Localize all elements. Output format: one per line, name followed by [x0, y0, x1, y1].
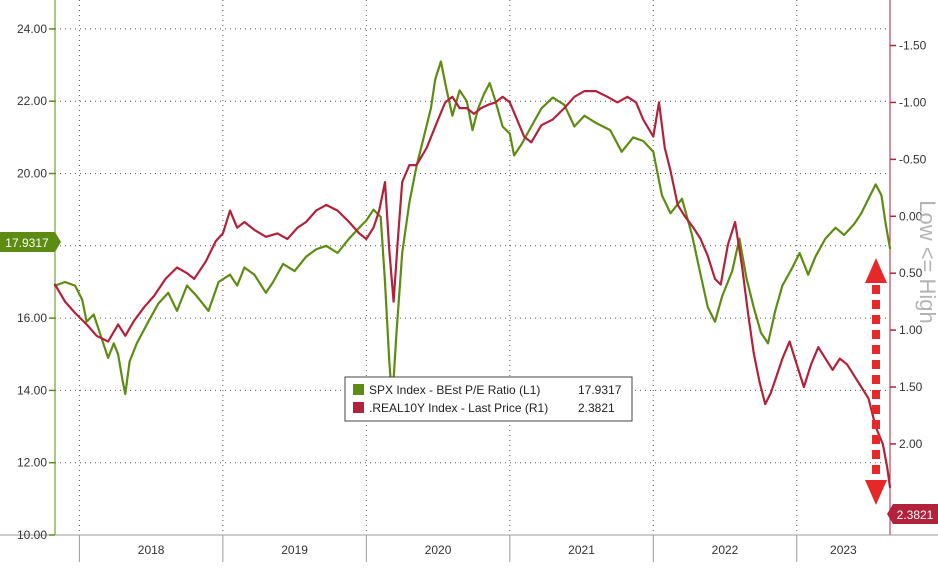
- axes: [0, 0, 938, 536]
- legend-swatch-pe: [353, 384, 364, 395]
- arrow-down-icon: [865, 480, 887, 505]
- arrow-up-icon: [865, 258, 887, 283]
- left-tick-label-0: 10.00: [17, 528, 47, 542]
- x-tick-label-1: 2019: [281, 543, 308, 557]
- gridlines: [55, 0, 890, 536]
- legend-value-real10y: 2.3821: [578, 401, 615, 415]
- x-tick-label-3: 2021: [568, 543, 595, 557]
- last-value-flag-pe: 17.9317: [0, 232, 61, 252]
- flag-pe-pointer: [55, 232, 61, 252]
- left-tick-label-6: 22.00: [17, 94, 47, 108]
- flag-real10y-bg: [893, 504, 938, 524]
- right-tick-label-0: -1.50: [899, 39, 927, 53]
- right-tick-label-7: 2.00: [899, 437, 923, 451]
- right-tick-label-6: 1.50: [899, 380, 923, 394]
- right-axis-annotation: Low <= High: [915, 200, 938, 324]
- right-tick-label-5: 1.00: [899, 323, 923, 337]
- left-tick-label-7: 24.00: [17, 22, 47, 36]
- left-tick-label-2: 14.00: [17, 383, 47, 397]
- legend-swatch-real10y: [353, 402, 364, 413]
- x-tick-label-2: 2020: [425, 543, 452, 557]
- right-tick-label-2: -0.50: [899, 152, 927, 166]
- left-tick-label-5: 20.00: [17, 167, 47, 181]
- right-axis-ticks: -1.50 -1.00 -0.50 0.00 0.50 1.00 1.50 2.00: [890, 39, 927, 451]
- flag-pe-bg: [0, 232, 55, 252]
- x-axis: 2018 2019 2020 2021 2022 2023: [78, 535, 857, 562]
- flag-real10y-pointer: [887, 504, 893, 524]
- series-lines: [53, 60, 892, 489]
- x-tick-label-4: 2022: [712, 543, 739, 557]
- flag-pe-value: 17.9317: [5, 236, 49, 250]
- x-tick-label-0: 2018: [138, 543, 165, 557]
- series-line-1: [53, 90, 892, 489]
- legend-label-pe: SPX Index - BEst P/E Ratio (L1): [369, 383, 540, 397]
- right-tick-label-3: 0.00: [899, 209, 923, 223]
- range-arrow: [865, 258, 887, 505]
- x-tick-label-5: 2023: [830, 543, 857, 557]
- legend-box: [344, 376, 633, 422]
- legend-label-real10y: .REAL10Y Index - Last Price (R1): [369, 401, 548, 415]
- legend: SPX Index - BEst P/E Ratio (L1) 17.9317 …: [344, 376, 633, 422]
- series-line-0: [53, 60, 892, 403]
- right-tick-label-4: 0.50: [899, 266, 923, 280]
- legend-value-pe: 17.9317: [578, 383, 622, 397]
- left-tick-label-3: 16.00: [17, 311, 47, 325]
- last-value-flag-real10y: 2.3821: [887, 504, 938, 524]
- left-tick-label-1: 12.00: [17, 456, 47, 470]
- flag-real10y-value: 2.3821: [897, 508, 934, 522]
- right-tick-label-1: -1.00: [899, 95, 927, 109]
